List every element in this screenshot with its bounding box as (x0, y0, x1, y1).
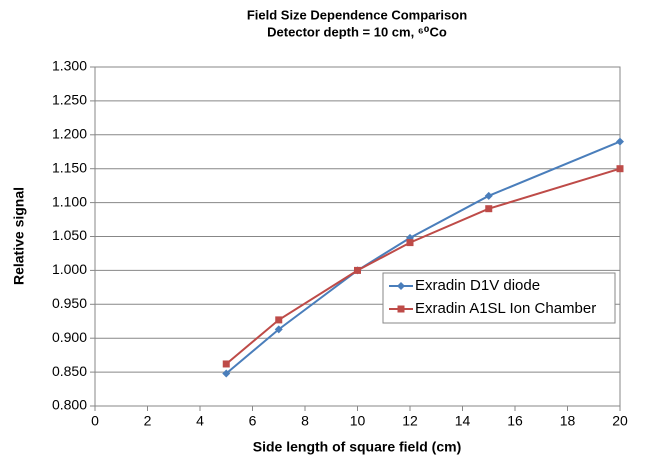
marker (484, 191, 493, 200)
y-tick-label: 0.850 (52, 363, 87, 379)
x-tick-label: 8 (301, 413, 309, 429)
legend-marker (397, 305, 405, 313)
y-tick-label: 1.000 (52, 261, 87, 277)
marker (274, 325, 283, 334)
chart-subtitle: Detector depth = 10 cm, ⁶⁰Co (267, 24, 447, 39)
y-tick-label: 1.050 (52, 227, 87, 243)
legend-label: Exradin D1V diode (415, 277, 540, 294)
x-tick-label: 20 (612, 413, 628, 429)
legend-label: Exradin A1SL Ion Chamber (415, 300, 596, 317)
x-tick-label: 6 (249, 413, 257, 429)
marker (354, 266, 361, 274)
marker (616, 165, 624, 173)
y-tick-label: 1.200 (52, 126, 87, 142)
marker (222, 360, 230, 368)
chart-title: Field Size Dependence Comparison (247, 7, 467, 22)
y-tick-label: 1.150 (52, 159, 87, 175)
legend-marker (397, 282, 405, 290)
marker (275, 316, 283, 324)
x-tick-label: 12 (402, 413, 418, 429)
y-axis-label: Relative signal (11, 187, 27, 285)
x-tick-label: 10 (350, 413, 366, 429)
x-tick-label: 14 (455, 413, 471, 429)
y-tick-label: 1.250 (52, 92, 87, 108)
y-tick-label: 0.800 (52, 397, 87, 413)
x-tick-label: 18 (560, 413, 576, 429)
y-tick-label: 0.950 (52, 295, 87, 311)
marker (406, 239, 414, 247)
legend-box (382, 272, 616, 324)
x-axis-label: Side length of square field (cm) (253, 439, 461, 455)
y-tick-label: 0.900 (52, 329, 87, 345)
y-tick-label: 1.100 (52, 193, 87, 209)
series-line (225, 167, 621, 365)
x-tick-label: 0 (91, 413, 99, 429)
x-tick-label: 4 (196, 413, 204, 429)
series-line (225, 140, 621, 375)
marker (222, 369, 231, 378)
x-tick-label: 16 (507, 413, 523, 429)
x-tick-label: 2 (144, 413, 152, 429)
y-tick-label: 1.300 (52, 58, 87, 74)
marker (485, 205, 493, 213)
marker (616, 137, 624, 146)
